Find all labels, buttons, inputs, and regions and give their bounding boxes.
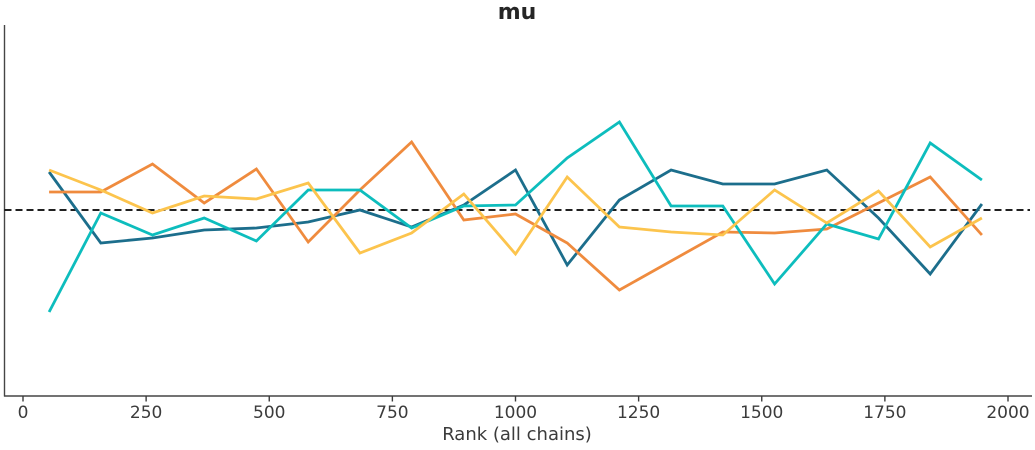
x-tick-label: 0 (18, 403, 29, 423)
chain-3-line (47, 120, 983, 313)
x-tick-label: 1500 (740, 403, 783, 423)
x-tick-label: 1000 (494, 403, 537, 423)
chain-1-line (47, 167, 984, 277)
x-axis-ticks: 0 250 500 750 1000 1250 1500 1750 2000 (18, 396, 1030, 423)
chain-2-line (49, 139, 983, 292)
chain-4-line (48, 168, 983, 257)
x-axis-label: Rank (all chains) (442, 424, 592, 445)
x-tick-label: 2000 (986, 403, 1029, 423)
x-tick-label: 750 (376, 403, 408, 423)
x-tick-label: 250 (130, 403, 162, 423)
x-tick-label: 500 (253, 403, 285, 423)
plot-title: mu (498, 0, 537, 25)
x-tick-label: 1250 (617, 403, 660, 423)
chain-lines (47, 120, 984, 313)
x-tick-label: 1750 (863, 403, 906, 423)
